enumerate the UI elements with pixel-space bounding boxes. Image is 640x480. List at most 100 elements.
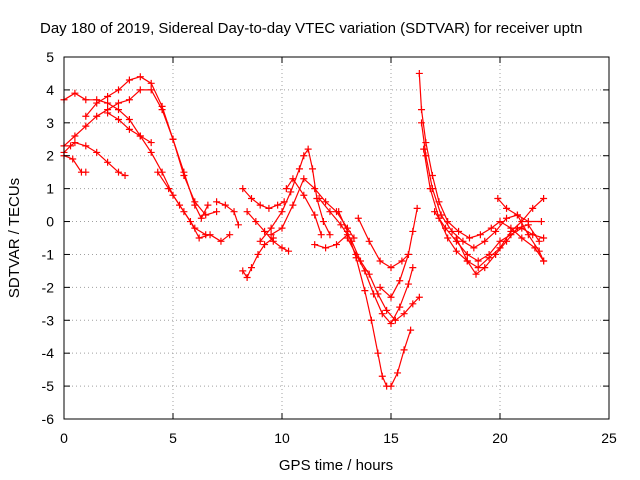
- data-point: [319, 218, 327, 226]
- y-tick-label: 5: [46, 49, 54, 65]
- data-point: [503, 204, 511, 212]
- data-point: [426, 185, 434, 193]
- data-point: [365, 237, 373, 245]
- data-point: [407, 326, 415, 334]
- data-point: [147, 148, 155, 156]
- data-point: [465, 234, 473, 242]
- data-point: [492, 227, 500, 235]
- data-point: [269, 237, 277, 245]
- series-arc2: [60, 86, 212, 222]
- data-point: [452, 247, 460, 255]
- series-line: [63, 89, 209, 219]
- series-arc14: [282, 175, 325, 239]
- data-point: [197, 214, 205, 222]
- data-point: [104, 99, 112, 107]
- data-point: [239, 185, 247, 193]
- y-tick-label: 1: [46, 181, 54, 197]
- data-point: [378, 310, 386, 318]
- series-arc11: [243, 208, 293, 255]
- series-line: [314, 234, 348, 249]
- data-point: [494, 195, 502, 203]
- data-point: [115, 99, 122, 107]
- data-point: [455, 227, 463, 235]
- data-point: [285, 247, 293, 255]
- data-point: [409, 300, 417, 308]
- data-point: [191, 198, 199, 206]
- data-point: [202, 211, 210, 219]
- data-point: [234, 221, 242, 229]
- data-point: [361, 287, 369, 295]
- data-point: [252, 218, 260, 226]
- data-point: [335, 208, 343, 216]
- y-tick-label: 3: [46, 115, 54, 131]
- data-point: [136, 73, 144, 81]
- data-point: [459, 237, 467, 245]
- series-arc18: [343, 234, 417, 328]
- data-point: [370, 290, 378, 298]
- data-point: [503, 237, 511, 245]
- data-point: [256, 201, 264, 209]
- series-arc20: [376, 204, 421, 301]
- data-point: [221, 201, 229, 209]
- data-point: [474, 257, 482, 265]
- data-point: [472, 270, 480, 278]
- data-point: [413, 204, 421, 212]
- data-point: [535, 247, 543, 255]
- data-point: [507, 231, 515, 239]
- series-arc17: [335, 208, 415, 390]
- data-point: [326, 208, 334, 216]
- data-point: [82, 168, 90, 176]
- data-point: [309, 165, 317, 173]
- data-point: [247, 195, 255, 203]
- x-tick-label: 20: [492, 430, 508, 446]
- x-axis-ticks: 0 5 10 15 20 25: [60, 57, 617, 446]
- data-point: [147, 86, 155, 94]
- data-point: [71, 132, 79, 140]
- data-point: [115, 116, 122, 124]
- data-point: [315, 195, 323, 203]
- data-point: [387, 264, 395, 272]
- data-point: [300, 152, 308, 160]
- data-point: [261, 241, 269, 249]
- y-axis-ticks: -6 -5 -4 -3 -2 -1 0 1 2 3 4 5: [42, 49, 609, 427]
- data-point: [463, 257, 471, 265]
- data-point: [452, 234, 460, 242]
- data-point: [71, 89, 79, 97]
- x-tick-label: 15: [383, 430, 399, 446]
- data-point: [396, 303, 404, 311]
- data-point: [311, 211, 319, 219]
- data-point: [204, 201, 212, 209]
- data-point: [540, 234, 548, 242]
- data-point: [104, 92, 112, 100]
- data-point: [487, 224, 495, 232]
- data-point: [400, 346, 408, 354]
- data-point: [206, 231, 214, 239]
- data-point: [287, 188, 295, 196]
- data-point: [361, 267, 369, 275]
- data-point: [503, 214, 511, 222]
- series-line: [216, 201, 239, 225]
- data-point: [537, 218, 545, 226]
- data-point: [404, 250, 412, 258]
- data-point: [337, 221, 345, 229]
- data-point: [300, 175, 308, 183]
- series-line: [318, 198, 420, 321]
- data-point: [444, 234, 452, 242]
- data-point: [322, 198, 330, 206]
- data-point: [481, 264, 489, 272]
- data-point: [415, 293, 423, 301]
- data-point: [524, 231, 532, 239]
- data-point: [387, 320, 395, 328]
- data-point: [289, 175, 297, 183]
- x-tick-label: 5: [169, 430, 177, 446]
- data-point: [492, 250, 500, 258]
- data-point: [496, 244, 504, 252]
- data-point: [418, 119, 426, 127]
- data-point: [115, 86, 122, 94]
- series-arc7: [154, 168, 234, 245]
- data-point: [474, 264, 482, 272]
- data-point: [282, 185, 290, 193]
- data-point: [396, 277, 404, 285]
- grid-lines: [64, 57, 609, 419]
- data-point: [343, 234, 351, 242]
